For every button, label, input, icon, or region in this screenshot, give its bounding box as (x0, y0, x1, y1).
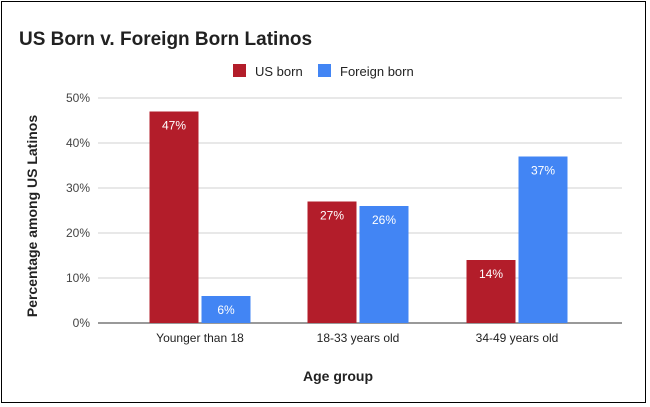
bar-us-born (307, 201, 357, 323)
bar-us-born (466, 260, 516, 323)
legend: US born Foreign born (233, 64, 414, 79)
y-axis-ticks: 0% 10% 20% 30% 40% 50% (66, 91, 90, 330)
y-tick-label: 10% (66, 271, 90, 285)
x-axis-ticks: Younger than 18 18-33 years old 34-49 year… (156, 331, 558, 345)
bar-foreign-born (359, 206, 409, 323)
x-tick-label: 34-49 years old (476, 331, 559, 345)
x-tick-label: 18-33 years old (317, 331, 400, 345)
data-label: 37% (531, 164, 555, 178)
data-label: 47% (162, 119, 186, 133)
data-label: 26% (372, 213, 396, 227)
bar-foreign-born (201, 296, 251, 323)
y-axis-title: Percentage among US Latinos (24, 115, 40, 317)
bar-us-born (149, 111, 199, 323)
legend-label-foreign-born: Foreign born (340, 64, 414, 79)
x-tick-label: Younger than 18 (156, 331, 244, 345)
data-label: 6% (217, 303, 235, 317)
y-tick-label: 40% (66, 136, 90, 150)
x-axis-title: Age group (303, 368, 373, 384)
data-label: 14% (479, 267, 503, 281)
y-tick-label: 30% (66, 181, 90, 195)
data-labels: 47% 6% 27% 26% 14% 37% (162, 119, 555, 318)
y-tick-label: 20% (66, 226, 90, 240)
y-tick-label: 0% (73, 316, 91, 330)
bars (149, 111, 568, 323)
legend-label-us-born: US born (255, 64, 303, 79)
y-tick-label: 50% (66, 91, 90, 105)
legend-swatch-foreign-born (318, 64, 331, 77)
data-label: 27% (320, 209, 344, 223)
bar-foreign-born (518, 156, 568, 323)
legend-swatch-us-born (233, 64, 246, 77)
chart-title: US Born v. Foreign Born Latinos (19, 29, 312, 50)
